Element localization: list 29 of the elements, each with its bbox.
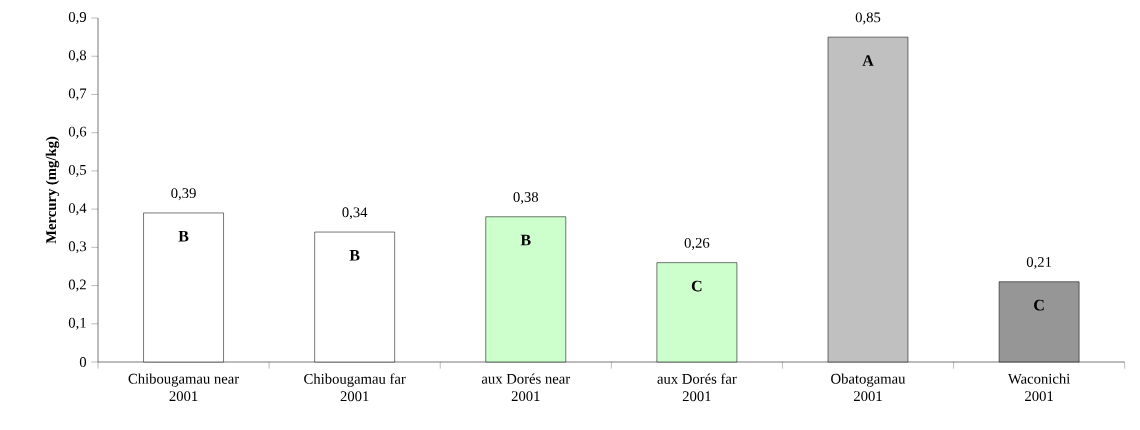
data-label: 0,34 xyxy=(342,207,368,220)
y-tick-label: 0,1 xyxy=(68,317,86,330)
y-tick-label: 0,6 xyxy=(68,126,87,139)
y-tick-label: 0,7 xyxy=(68,88,87,101)
annotation: C xyxy=(691,280,702,292)
data-label: 0,38 xyxy=(513,192,539,205)
data-label: 0,21 xyxy=(1026,257,1052,270)
y-tick-label: 0,4 xyxy=(68,203,87,216)
x-tick-label: aux Dorés far 2001 xyxy=(657,373,737,402)
annotation: B xyxy=(178,230,189,242)
y-axis-title: Mercury (mg/kg) xyxy=(45,136,60,244)
data-label: 0,26 xyxy=(684,237,710,250)
annotation: B xyxy=(520,234,531,246)
y-tick-label: 0 xyxy=(79,357,87,367)
y-tick-label: 0,3 xyxy=(68,241,87,254)
y-tick-label: 0,5 xyxy=(68,164,87,177)
y-tick-label: 0,8 xyxy=(68,50,87,63)
y-tick-label: 0,9 xyxy=(68,12,87,25)
data-label: 0,85 xyxy=(855,12,881,25)
annotation: B xyxy=(349,250,360,261)
x-tick-label: Chibougamau near 2001 xyxy=(128,373,240,402)
annotation: A xyxy=(862,55,874,66)
data-label: 0,39 xyxy=(171,188,196,201)
y-tick-label: 0,2 xyxy=(68,279,86,292)
x-tick-label: Waconichi 2001 xyxy=(1007,373,1070,402)
x-tick-label: Obatogamau 2001 xyxy=(831,373,906,402)
annotation: C xyxy=(1034,299,1044,311)
x-tick-label: aux Dorés near 2001 xyxy=(481,373,571,402)
x-tick-label: Chibougamau far 2001 xyxy=(304,373,406,402)
